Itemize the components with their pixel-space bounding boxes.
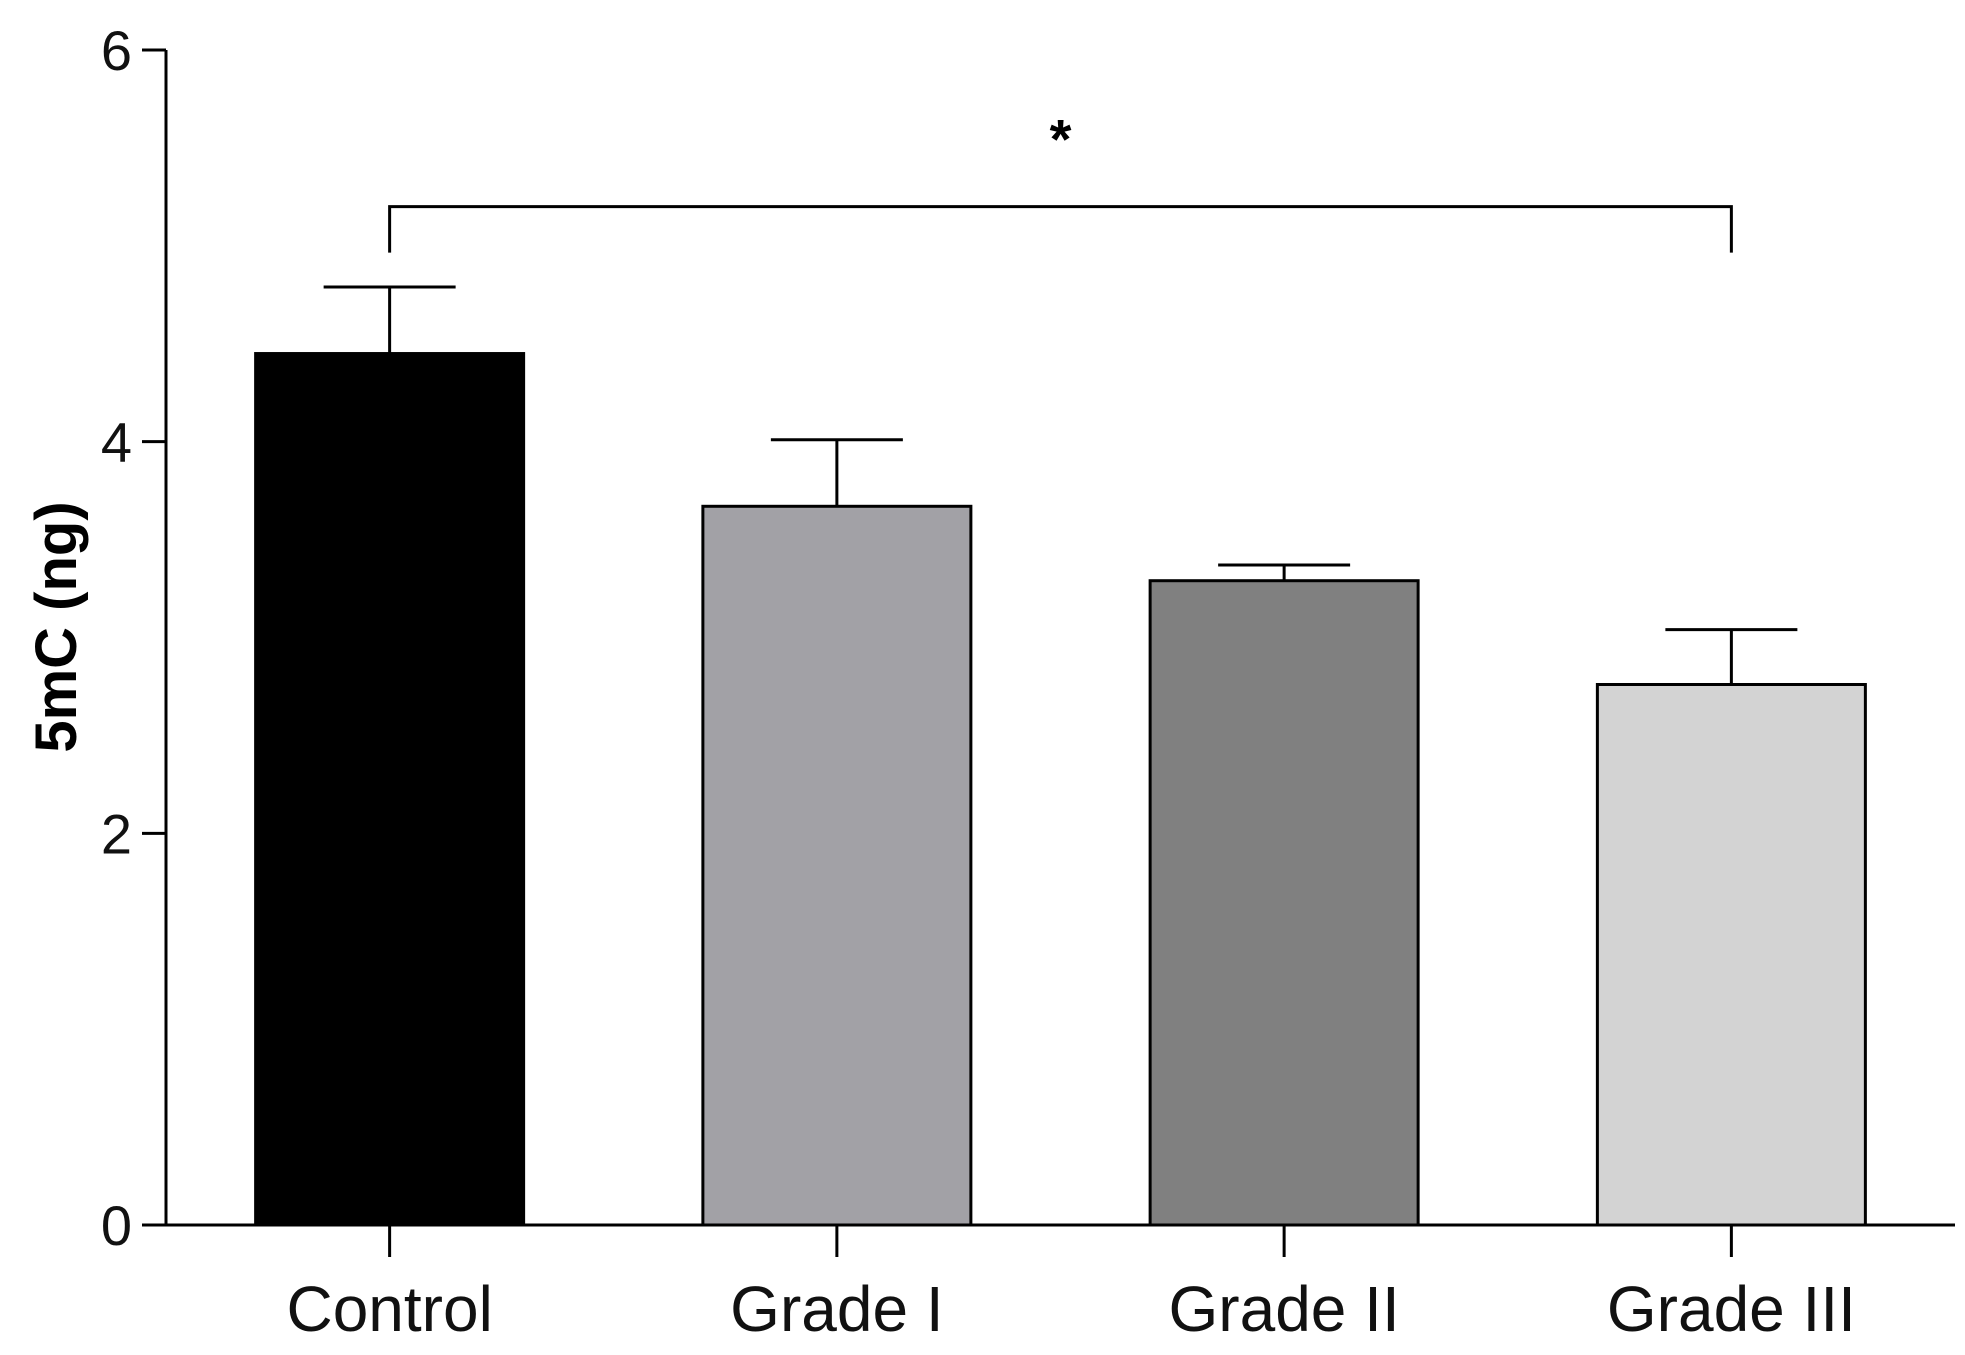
bar-control (254, 352, 526, 1227)
bar-grade-ii (1148, 579, 1420, 1227)
y-axis-title: 5mC (ng) (24, 501, 89, 752)
x-category-label: Control (286, 1273, 492, 1345)
bars (254, 352, 1867, 1227)
x-category-label: Grade I (730, 1273, 943, 1345)
y-tick-label: 4 (101, 411, 132, 474)
x-category-label: Grade II (1169, 1273, 1400, 1345)
significance-annotation: * (388, 108, 1733, 253)
significance-star: * (1050, 108, 1072, 171)
y-tick-label: 6 (101, 19, 132, 82)
error-bars (323, 285, 1798, 685)
significance-bracket (388, 205, 1733, 253)
y-axis: 0 2 4 6 (101, 19, 168, 1257)
bar-grade-i (701, 504, 973, 1227)
x-category-label: Grade III (1607, 1273, 1856, 1345)
x-axis: Control Grade I Grade II Grade III (166, 1223, 1955, 1345)
y-tick-label: 0 (101, 1194, 132, 1257)
bar-grade-iii (1595, 683, 1867, 1227)
y-tick-label: 2 (101, 802, 132, 865)
